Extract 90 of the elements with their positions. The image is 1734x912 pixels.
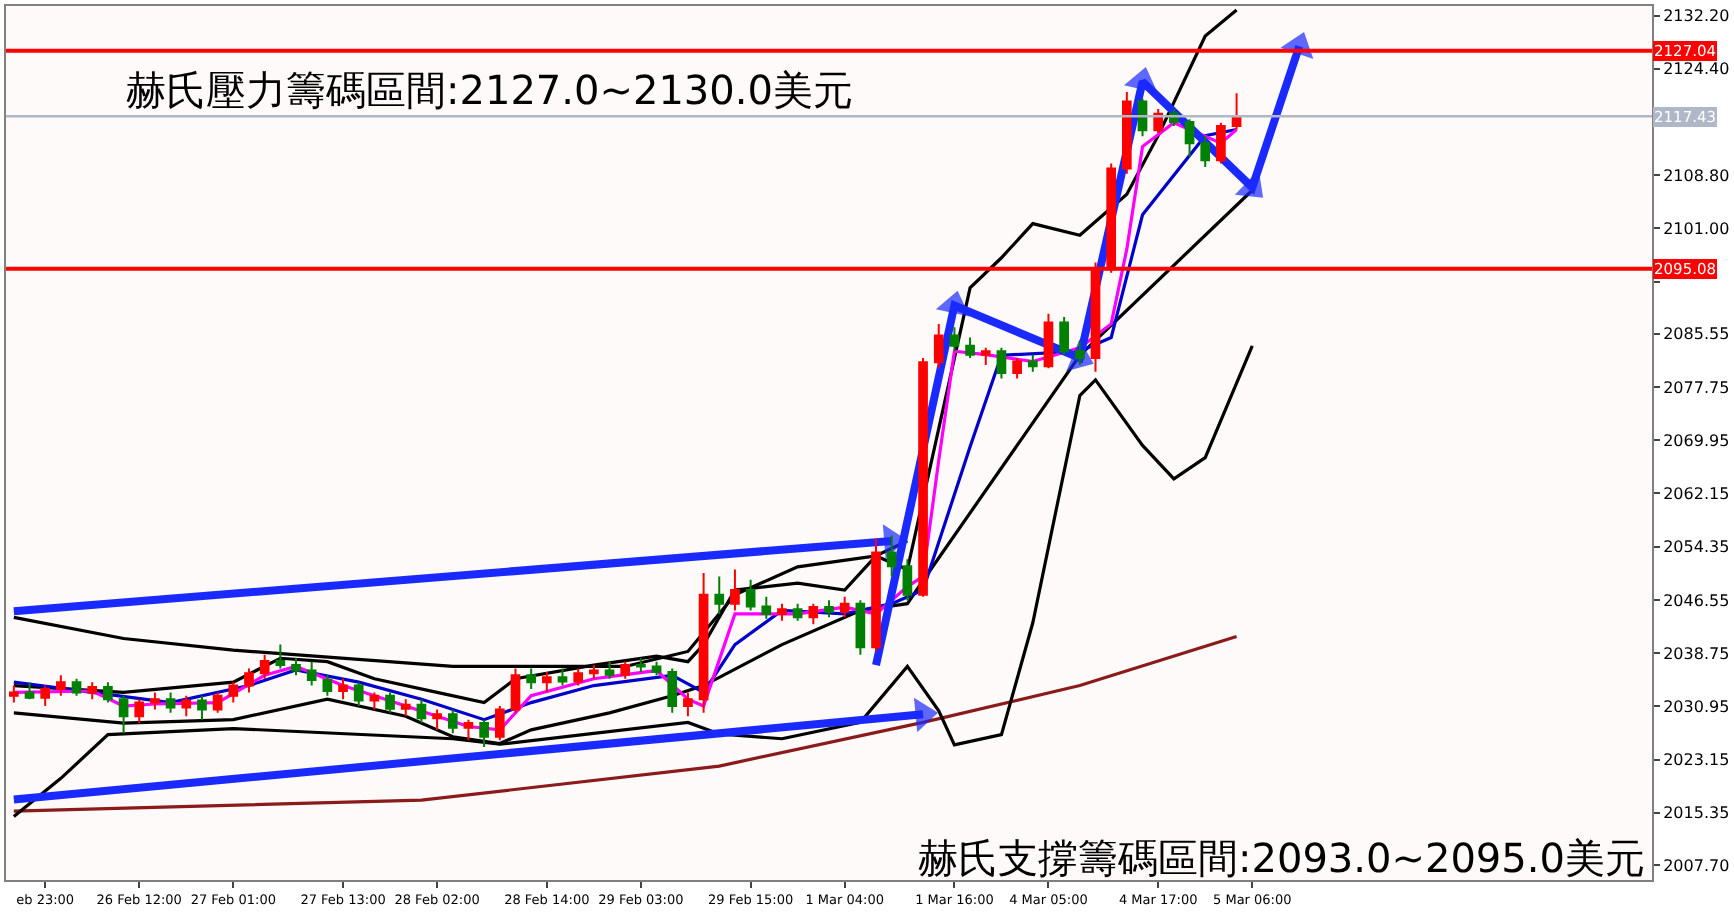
candlestick [996, 346, 1007, 380]
candlestick [103, 681, 113, 704]
candlestick [432, 708, 442, 731]
candlestick [557, 667, 568, 687]
candlestick [244, 667, 254, 694]
candlestick [56, 674, 66, 697]
candlestick [839, 595, 850, 619]
candlestick [651, 660, 662, 677]
candlestick [87, 681, 98, 701]
y-tick-label: 2030.95 [1663, 697, 1730, 716]
y-tick-label: 2023.15 [1663, 751, 1730, 770]
y-tick-label: 2069.95 [1663, 431, 1730, 450]
candlestick [526, 667, 536, 690]
candlestick [949, 326, 960, 353]
candlestick [463, 718, 474, 742]
candlestick [777, 602, 787, 622]
candlestick [353, 681, 364, 708]
candlestick [933, 322, 944, 370]
candlestick [918, 357, 928, 598]
candlestick [9, 684, 19, 704]
candlestick [965, 336, 975, 360]
candlestick [683, 691, 693, 718]
candlestick [338, 677, 348, 701]
candlestick [792, 602, 803, 622]
candlestick [824, 599, 834, 619]
candlestick [1012, 357, 1022, 380]
candlestick [698, 571, 709, 714]
candlestick [181, 694, 192, 718]
candlestick [479, 718, 489, 748]
candlestick [761, 595, 772, 620]
candlestick [1216, 121, 1226, 165]
candlestick [24, 681, 35, 701]
candlestick [980, 346, 991, 366]
candlestick [306, 660, 317, 687]
candlestick [494, 705, 505, 742]
candlestick [400, 698, 411, 718]
candlestick [573, 667, 584, 687]
y-tick-label: 2015.35 [1663, 804, 1730, 823]
y-tick-label: 2038.75 [1663, 644, 1730, 663]
candlestick [385, 691, 395, 714]
y-tick-label: 2085.55 [1663, 325, 1730, 344]
y-tick-label: 2007.70 [1663, 856, 1730, 875]
candlestick [745, 578, 756, 612]
candlestick [165, 691, 176, 714]
candlestick [636, 657, 646, 673]
candlestick [1184, 118, 1195, 158]
candlestick [620, 660, 631, 680]
candlestick [1027, 353, 1038, 373]
candlestick [118, 694, 129, 735]
candlestick [1200, 135, 1211, 169]
candlestick [369, 691, 380, 711]
candlestick [714, 575, 725, 615]
candlestick [1059, 316, 1069, 356]
candlestick [1043, 312, 1054, 370]
y-tick-label: 2077.75 [1663, 378, 1730, 397]
candlestick [447, 708, 458, 735]
y-tick-label: 2108.80 [1663, 166, 1730, 185]
candlestick [855, 599, 866, 656]
y-tick-label: 2124.40 [1663, 60, 1730, 79]
candlestick [589, 664, 599, 680]
candlestick [197, 694, 207, 721]
y-tick-label: 2046.55 [1663, 591, 1730, 610]
candlestick [150, 691, 160, 711]
y-tick-label: 2101.00 [1663, 220, 1730, 239]
candlestick [212, 691, 223, 714]
candlestick [259, 653, 270, 680]
candlestick [1122, 90, 1132, 175]
candlestick [604, 660, 615, 680]
annotation: 赫氏壓力籌碼區間:2127.0~2130.0美元 [126, 66, 853, 114]
y-tick-label: 2132.20 [1663, 7, 1730, 26]
candlestick [228, 681, 239, 704]
candlestick [541, 670, 552, 694]
candlestick [322, 674, 333, 697]
y-tick-label: 2054.35 [1663, 538, 1730, 557]
line-series [12, 634, 1239, 813]
candlestick [871, 537, 881, 653]
candlestick [510, 667, 521, 714]
candlestick [416, 698, 427, 725]
candlestick [667, 667, 678, 714]
candlestick [730, 568, 740, 612]
candlestick [275, 643, 286, 670]
candlestick [1074, 340, 1085, 366]
y-tick-label: 2062.15 [1663, 485, 1730, 504]
candlestick [134, 698, 145, 725]
annotation: 赫氏支撐籌碼區間:2093.0~2095.0美元 [918, 834, 1645, 882]
candlestick [40, 684, 51, 708]
candlestick [71, 677, 82, 697]
candlestick [808, 602, 819, 626]
candlestick [291, 657, 301, 677]
candlestick [902, 558, 913, 602]
